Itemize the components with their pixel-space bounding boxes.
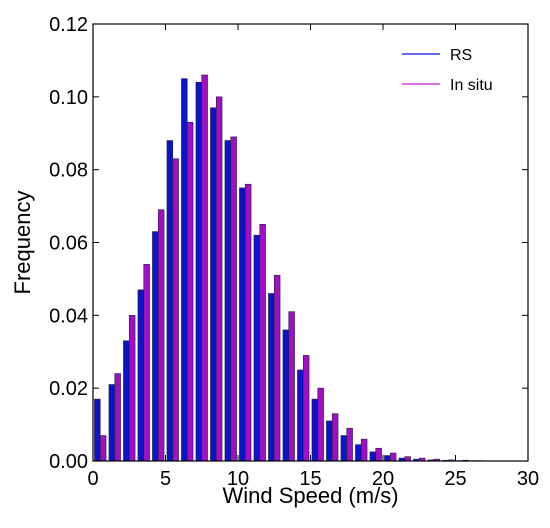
bar-rs xyxy=(225,141,231,461)
bar-in-situ xyxy=(158,210,164,461)
bar-rs xyxy=(181,79,187,461)
y-tick-label: 0.08 xyxy=(49,160,88,182)
bar-rs xyxy=(370,452,376,461)
y-tick-label: 0.00 xyxy=(49,451,88,473)
bar-in-situ xyxy=(231,137,237,461)
bar-rs xyxy=(167,141,173,461)
legend-label-rs: RS xyxy=(450,47,472,64)
bar-in-situ xyxy=(129,315,135,461)
bar-rs xyxy=(312,399,318,461)
bar-rs xyxy=(297,370,303,461)
bar-in-situ xyxy=(100,436,106,461)
x-tick-label: 25 xyxy=(444,468,466,490)
bar-rs xyxy=(239,188,245,461)
bar-in-situ xyxy=(274,275,280,461)
bar-in-situ xyxy=(216,97,222,461)
y-tick-label: 0.10 xyxy=(49,87,88,109)
y-tick-label: 0.12 xyxy=(49,14,88,36)
y-tick-label: 0.02 xyxy=(49,378,88,400)
bar-rs xyxy=(341,436,347,461)
y-axis-label: Frequency xyxy=(10,191,35,295)
bar-rs xyxy=(138,290,144,461)
y-tick-label: 0.04 xyxy=(49,305,88,327)
bar-rs xyxy=(326,421,332,461)
legend: RS In situ xyxy=(402,47,493,94)
bar-in-situ xyxy=(202,75,208,461)
bar-in-situ xyxy=(347,428,353,461)
bar-in-situ xyxy=(289,312,295,461)
x-tick-label: 5 xyxy=(160,468,171,490)
bar-rs xyxy=(152,232,158,461)
bar-in-situ xyxy=(115,374,121,461)
bar-in-situ xyxy=(390,453,396,461)
bar-in-situ xyxy=(405,457,411,461)
bar-rs xyxy=(355,445,361,461)
bar-rs xyxy=(123,341,129,461)
bar-rs xyxy=(94,399,100,461)
bar-in-situ xyxy=(361,439,367,461)
x-axis-label: Wind Speed (m/s) xyxy=(222,483,398,508)
bar-rs xyxy=(384,456,390,461)
bars-layer xyxy=(94,75,483,461)
bar-in-situ xyxy=(303,355,309,461)
legend-label-in-situ: In situ xyxy=(450,77,493,94)
bar-rs xyxy=(254,235,260,461)
bar-in-situ xyxy=(332,414,338,461)
bar-in-situ xyxy=(187,122,193,461)
bar-in-situ xyxy=(144,264,150,461)
bar-rs xyxy=(109,385,115,461)
bar-rs xyxy=(196,82,202,461)
bar-rs xyxy=(283,330,289,461)
bar-in-situ xyxy=(260,224,266,461)
bar-in-situ xyxy=(173,159,179,461)
bar-rs xyxy=(268,293,274,461)
bar-in-situ xyxy=(245,184,251,461)
bar-rs xyxy=(210,108,216,461)
x-tick-label: 30 xyxy=(517,468,539,490)
y-tick-label: 0.06 xyxy=(49,233,88,255)
x-tick-label: 0 xyxy=(87,468,98,490)
bar-in-situ xyxy=(376,448,382,461)
bar-in-situ xyxy=(318,388,324,461)
